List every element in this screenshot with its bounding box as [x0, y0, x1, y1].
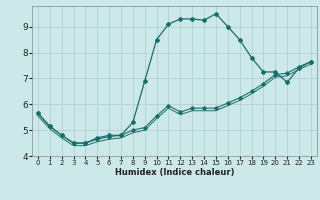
X-axis label: Humidex (Indice chaleur): Humidex (Indice chaleur) — [115, 168, 234, 177]
